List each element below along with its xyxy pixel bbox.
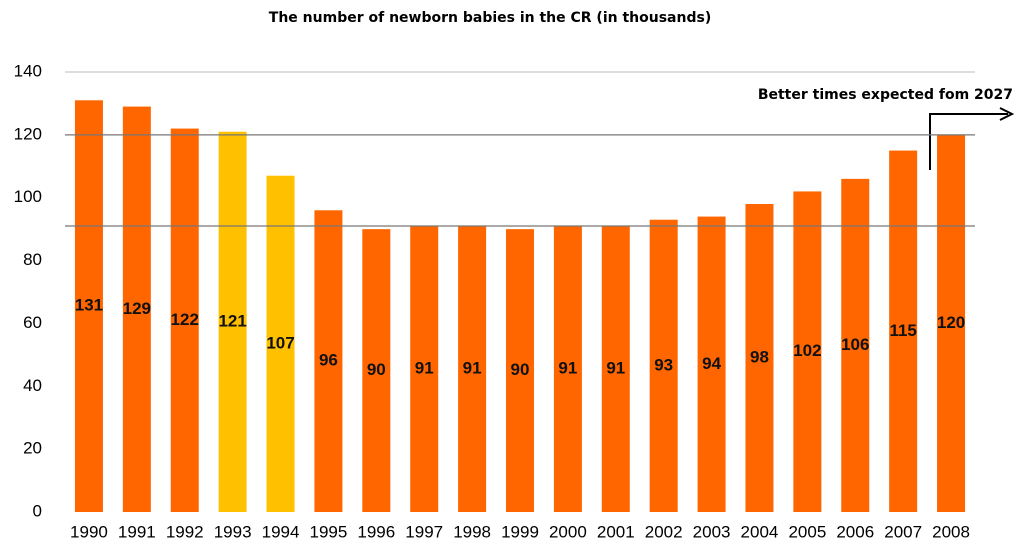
x-tick-label: 1994 [262,522,300,541]
data-label: 122 [171,310,199,329]
arrow-head [999,107,1015,121]
data-label: 106 [841,335,869,354]
data-label: 96 [319,351,338,370]
y-tick-label: 120 [14,124,42,143]
bar [314,210,343,513]
x-tick-label: 2007 [884,522,922,541]
y-tick-label: 20 [23,439,42,458]
data-label: 91 [558,358,577,377]
data-label: 121 [218,311,246,330]
data-label: 131 [75,296,103,315]
chart-title: The number of newborn babies in the CR (… [269,10,711,26]
x-tick-label: 2003 [693,522,731,541]
data-label: 93 [654,355,673,374]
x-tick-label: 1993 [214,522,252,541]
x-tick-label: 1995 [310,522,348,541]
x-tick-label: 1991 [118,522,156,541]
x-tick-label: 2001 [597,522,635,541]
y-tick-label: 60 [23,313,42,332]
x-tick-label: 2006 [836,522,874,541]
data-label: 91 [463,358,482,377]
bar [649,219,678,512]
x-tick-label: 1999 [501,522,539,541]
data-label: 129 [123,299,151,318]
bar [841,178,870,512]
x-tick-label: 1996 [357,522,395,541]
bar [266,175,295,512]
bar [362,229,391,512]
bar [122,106,151,513]
data-label: 90 [367,360,386,379]
y-tick-label: 140 [14,61,42,80]
bar [74,100,103,513]
bar [458,226,487,512]
y-tick-label: 100 [14,187,42,206]
data-label: 91 [606,358,625,377]
x-tick-label: 2000 [549,522,587,541]
data-label: 94 [702,354,721,373]
annotation: Better times expected fom 2027 [758,87,1013,103]
x-tick-label: 1992 [166,522,204,541]
x-tick-label: 2004 [741,522,779,541]
data-label: 115 [889,321,916,340]
bar [218,131,247,512]
data-label: 102 [793,341,821,360]
data-label: 98 [750,347,769,366]
bar [601,226,630,512]
x-tick-label: 1990 [70,522,108,541]
bar [793,191,822,512]
bar [410,226,439,512]
bar [170,128,199,513]
data-label: 90 [511,360,530,379]
y-tick-label: 0 [33,501,42,520]
x-tick-label: 2005 [788,522,826,541]
bar [745,204,774,512]
y-tick-label: 40 [23,376,42,395]
x-tick-label: 2002 [645,522,683,541]
x-tick-label: 1998 [453,522,491,541]
x-tick-label: 2008 [932,522,970,541]
bar [889,150,918,513]
bar [697,216,726,513]
y-tick-label: 80 [23,250,42,269]
annotation-arrow [929,113,1008,170]
bar [506,229,534,512]
x-tick-label: 1997 [405,522,443,541]
bar [937,134,966,512]
data-label: 107 [266,333,294,352]
data-label: 91 [415,358,434,377]
data-label: 120 [937,313,965,332]
bar [553,226,582,512]
